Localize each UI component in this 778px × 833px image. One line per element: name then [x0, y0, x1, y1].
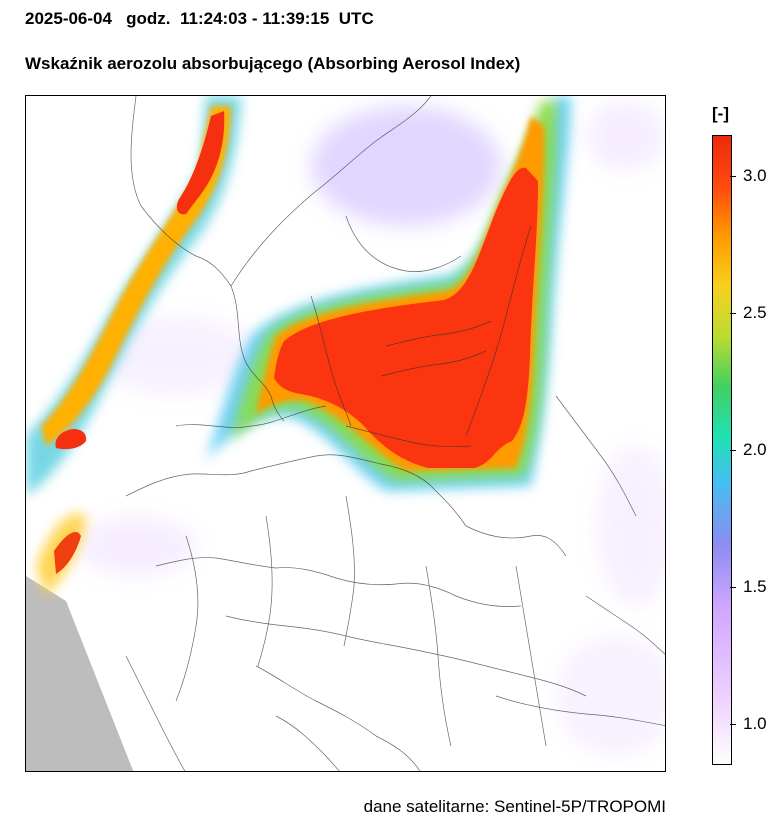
color-scale-tick-label: 1.0 — [743, 713, 767, 733]
aerosol-index-map — [25, 95, 666, 772]
legend-unit-label: [-] — [712, 104, 729, 123]
map-canvas — [26, 96, 665, 771]
time-range: 11:24:03 - 11:39:15 — [179, 9, 330, 28]
color-scale-tick — [730, 586, 736, 588]
color-scale-tick-label: 3.0 — [743, 166, 767, 186]
data-source-label: dane satelitarne: Sentinel-5P/TROPOMI — [363, 797, 666, 816]
color-scale-tick — [730, 313, 736, 315]
color-scale-tick-label: 2.0 — [743, 440, 767, 459]
date: 2025-06-04 — [25, 9, 112, 28]
color-scale-tick-label: 2.5 — [743, 303, 767, 323]
color-scale-bar — [712, 135, 732, 765]
time-label: godz. — [126, 9, 171, 28]
aerosol-plume — [206, 96, 571, 491]
map-title: Wskaźnik aerozolu absorbującego (Absorbi… — [25, 54, 521, 73]
color-scale-tick — [730, 723, 736, 725]
date-time-header: 2025-06-04 godz. 11:24:03 - 11:39:15 UTC — [25, 9, 374, 29]
aerosol-low-haze — [76, 101, 665, 756]
color-scale-tick-label: 1.5 — [743, 576, 767, 596]
timezone: UTC — [338, 9, 374, 28]
no-data-area — [26, 576, 134, 771]
country-borders — [125, 96, 665, 771]
color-scale-tick — [730, 450, 736, 451]
color-scale-tick — [730, 176, 736, 178]
aerosol-streak-west — [26, 96, 241, 596]
